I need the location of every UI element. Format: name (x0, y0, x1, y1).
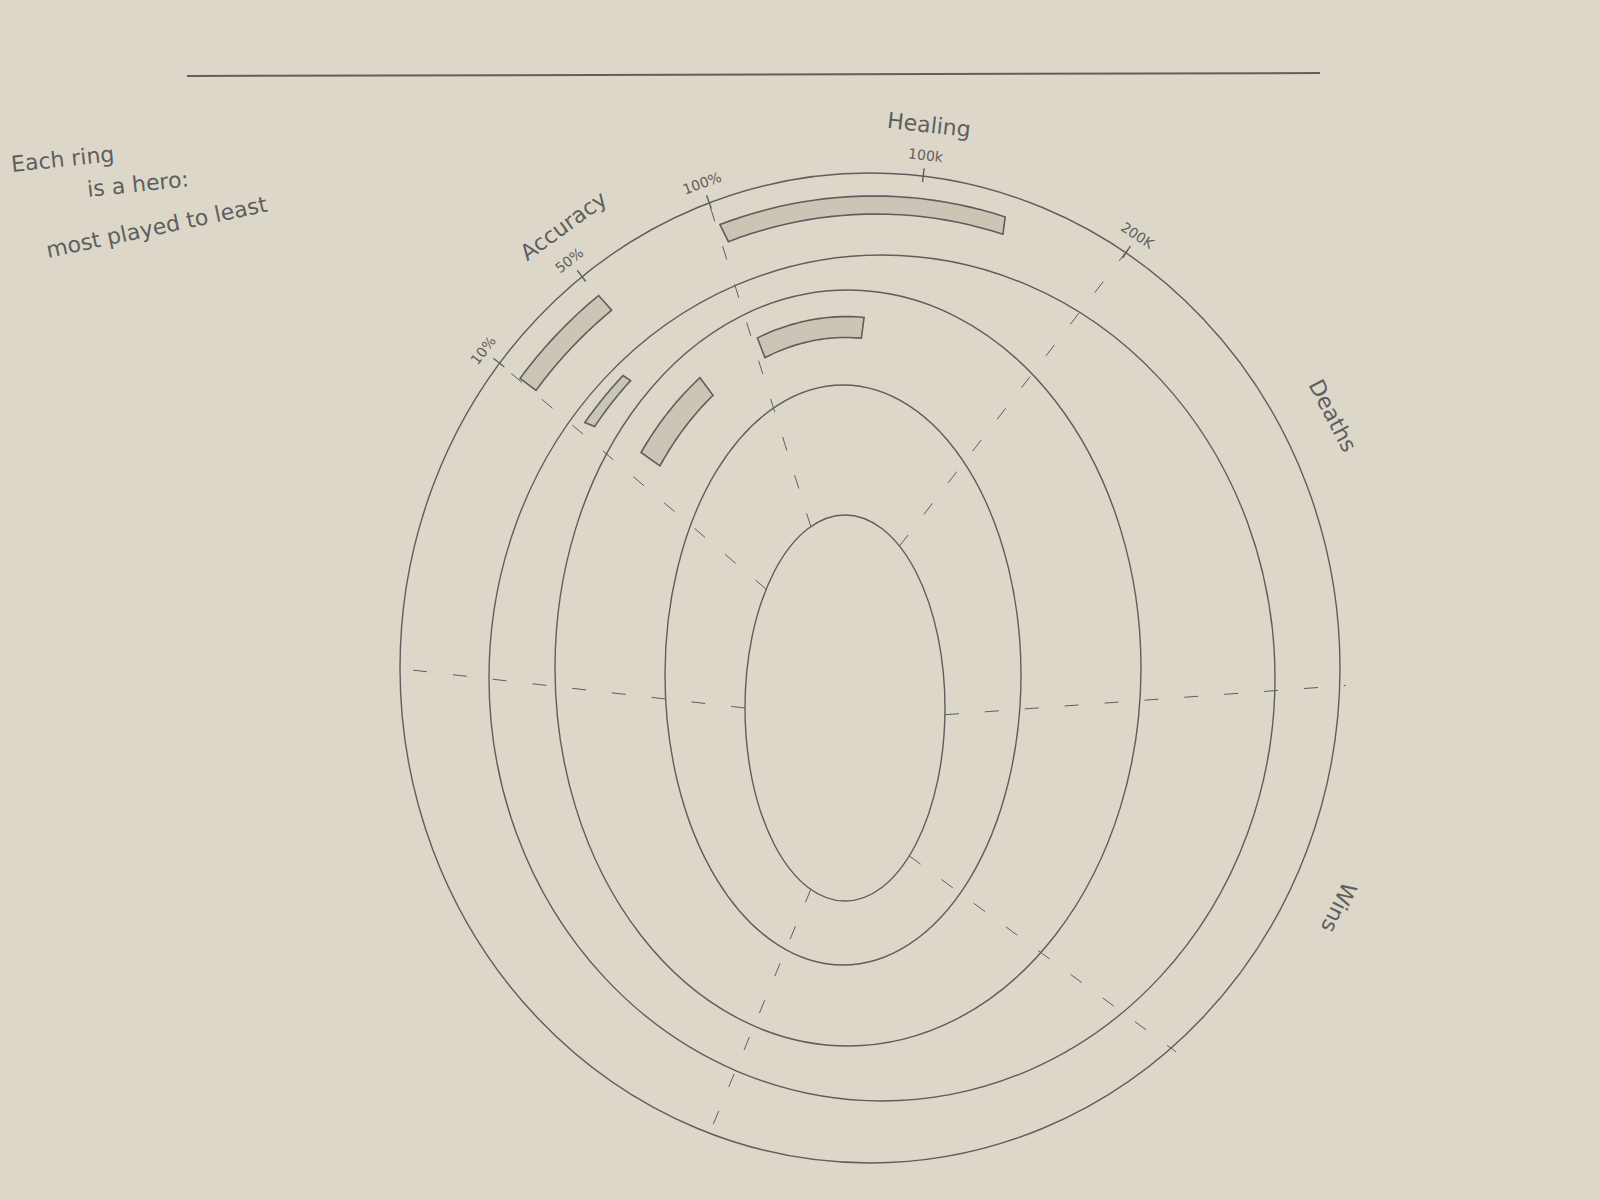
rule (187, 73, 1320, 76)
sector-divider (899, 248, 1129, 546)
tick-label: 200K (1118, 219, 1158, 252)
tick (493, 358, 504, 367)
sector-divider (707, 197, 811, 526)
ring-bar (585, 376, 631, 427)
tick (707, 195, 712, 208)
annotation: Each ring (10, 141, 116, 177)
ring-outline (400, 173, 1340, 1163)
axis-label: Healing (886, 108, 972, 142)
labels: 10% 50% 100% 100k 200K Accuracy Healing Deaths W… (467, 108, 1361, 937)
axis-label: Deaths (1303, 375, 1361, 456)
tick-label: 50% (552, 244, 586, 276)
rings (394, 173, 1346, 1163)
ring-bar (757, 317, 864, 358)
annotation: is a hero: (86, 166, 190, 202)
ring-bar (720, 196, 1005, 242)
tick (923, 168, 925, 182)
axis-label: Wins (1316, 878, 1362, 936)
tick (577, 270, 586, 281)
tick (1123, 246, 1131, 258)
tick-label: 100% (681, 169, 724, 198)
sector-divider (394, 668, 745, 708)
sector-divider (945, 685, 1346, 714)
sector-divider (909, 856, 1176, 1052)
ring-bar (520, 295, 612, 390)
ring-bar (641, 378, 713, 466)
chart: Each ringis a hero:most played to least 1… (0, 0, 1600, 1200)
annotation: most played to least (44, 192, 270, 263)
tick-label: 10% (467, 333, 499, 367)
ring-outline (745, 515, 945, 901)
bars (520, 196, 1005, 466)
tick-label: 100k (907, 145, 944, 165)
ring-outline (555, 290, 1141, 1046)
axis-label: Accuracy (515, 186, 611, 265)
ring-outline (489, 255, 1275, 1101)
ring-outline (665, 385, 1021, 965)
sector-divider (707, 889, 811, 1138)
sector-divider (495, 360, 766, 590)
